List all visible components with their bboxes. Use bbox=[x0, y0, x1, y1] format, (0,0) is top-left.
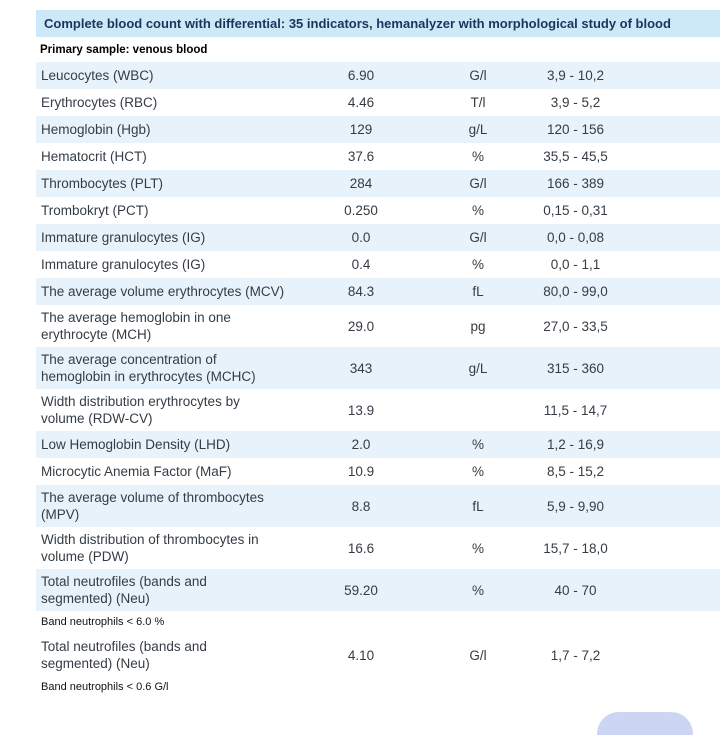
test-unit-cell: % bbox=[471, 257, 484, 272]
test-value-cell: 2.0 bbox=[351, 437, 371, 452]
test-value-cell: 4.46 bbox=[347, 95, 375, 110]
table-row: Trombokryt (PCT) 0.250 % 0,15 - 0,31 bbox=[36, 197, 720, 224]
test-unit-cell: % bbox=[471, 437, 484, 452]
test-value-cell: 0.0 bbox=[351, 230, 371, 245]
test-value-cell: 10.9 bbox=[347, 464, 375, 479]
test-name-cell: Hematocrit (HCT) bbox=[41, 149, 147, 164]
test-value-cell: 13.9 bbox=[347, 402, 375, 418]
test-value-cell: 59.20 bbox=[344, 582, 378, 598]
test-unit-cell: % bbox=[471, 203, 484, 218]
chat-widget-bubble[interactable] bbox=[597, 712, 693, 735]
table-row: Hematocrit (HCT) 37.6 % 35,5 - 45,5 bbox=[36, 143, 720, 170]
test-range-cell: 0,15 - 0,31 bbox=[543, 203, 608, 218]
table-row: Microcytic Anemia Factor (MaF) 10.9 % 8,… bbox=[36, 458, 720, 485]
test-unit-cell: fL bbox=[472, 498, 484, 514]
table-row: Immature granulocytes (IG) 0.4 % 0,0 - 1… bbox=[36, 251, 720, 278]
results-table-body: Leucocytes (WBC) 6.90 G/l 3,9 - 10,2 Ery… bbox=[36, 62, 720, 699]
table-row: Width distribution erythrocytes by volum… bbox=[36, 389, 720, 431]
test-value-cell: 0.250 bbox=[344, 203, 378, 218]
test-name-cell: Total neutrofiles (bands and segmented) … bbox=[41, 639, 207, 671]
test-unit-cell: G/l bbox=[469, 230, 487, 245]
test-range-cell: 5,9 - 9,90 bbox=[546, 498, 605, 514]
test-name-cell: The average volume of thrombocytes (MPV) bbox=[41, 490, 264, 522]
test-unit-cell: g/L bbox=[468, 122, 488, 137]
test-range-cell: 166 - 389 bbox=[546, 176, 605, 191]
test-unit-cell: fL bbox=[472, 284, 484, 299]
test-value-cell: 84.3 bbox=[347, 284, 375, 299]
test-value-cell: 8.8 bbox=[351, 498, 371, 514]
test-range-cell: 27,0 - 33,5 bbox=[543, 318, 608, 334]
test-range-cell: 120 - 156 bbox=[546, 122, 605, 137]
test-unit-cell: G/l bbox=[469, 647, 487, 663]
table-row: Thrombocytes (PLT) 284 G/l 166 - 389 bbox=[36, 170, 720, 197]
test-value-cell: 129 bbox=[349, 122, 373, 137]
test-name-cell: Width distribution of thrombocytes in vo… bbox=[41, 532, 259, 564]
test-name-cell: Hemoglobin (Hgb) bbox=[41, 122, 151, 137]
note-row: Band neutrophils < 0.6 G/l bbox=[41, 681, 169, 693]
test-value-cell: 16.6 bbox=[347, 540, 375, 556]
test-range-cell: 8,5 - 15,2 bbox=[546, 464, 605, 479]
test-name-cell: Immature granulocytes (IG) bbox=[41, 257, 206, 272]
test-range-cell: 80,0 - 99,0 bbox=[543, 284, 608, 299]
primary-sample-label: Primary sample: venous blood bbox=[40, 44, 208, 56]
table-row: Low Hemoglobin Density (LHD) 2.0 % 1,2 -… bbox=[36, 431, 720, 458]
test-range-cell: 11,5 - 14,7 bbox=[543, 402, 608, 418]
test-range-cell: 0,0 - 1,1 bbox=[550, 257, 601, 272]
test-name-cell: Immature granulocytes (IG) bbox=[41, 230, 206, 245]
test-name-cell: Low Hemoglobin Density (LHD) bbox=[41, 437, 231, 452]
test-name-cell: Total neutrofiles (bands and segmented) … bbox=[41, 574, 207, 606]
test-name-cell: Trombokryt (PCT) bbox=[41, 203, 149, 218]
table-row: Immature granulocytes (IG) 0.0 G/l 0,0 -… bbox=[36, 224, 720, 251]
table-row: Leucocytes (WBC) 6.90 G/l 3,9 - 10,2 bbox=[36, 62, 720, 89]
test-name-cell: Erythrocytes (RBC) bbox=[41, 95, 158, 110]
test-unit-cell: G/l bbox=[469, 176, 487, 191]
test-unit-cell: % bbox=[471, 540, 484, 556]
test-range-cell: 1,7 - 7,2 bbox=[550, 647, 601, 663]
table-row: Total neutrofiles (bands and segmented) … bbox=[36, 569, 720, 611]
test-range-cell: 15,7 - 18,0 bbox=[543, 540, 608, 556]
test-range-cell: 315 - 360 bbox=[546, 360, 605, 376]
table-row: Hemoglobin (Hgb) 129 g/L 120 - 156 bbox=[36, 116, 720, 143]
test-name-cell: The average volume erythrocytes (MCV) bbox=[41, 284, 285, 299]
table-row: The average volume erythrocytes (MCV) 84… bbox=[36, 278, 720, 305]
test-value-cell: 284 bbox=[349, 176, 373, 191]
test-value-cell: 343 bbox=[349, 360, 373, 376]
test-value-cell: 37.6 bbox=[347, 149, 375, 164]
table-row: The average hemoglobin in one erythrocyt… bbox=[36, 305, 720, 347]
report-page: Complete blood count with differential: … bbox=[36, 10, 720, 699]
test-range-cell: 3,9 - 5,2 bbox=[550, 95, 601, 110]
report-title-bar: Complete blood count with differential: … bbox=[36, 10, 720, 37]
test-name-cell: Leucocytes (WBC) bbox=[41, 68, 154, 83]
test-range-cell: 40 - 70 bbox=[554, 582, 597, 598]
table-row: Total neutrofiles (bands and segmented) … bbox=[36, 634, 720, 676]
test-unit-cell: pg bbox=[470, 318, 486, 334]
test-unit-cell: T/l bbox=[470, 95, 486, 110]
test-unit-cell: % bbox=[471, 149, 484, 164]
test-range-cell: 1,2 - 16,9 bbox=[546, 437, 605, 452]
note-row: Band neutrophils < 6.0 % bbox=[41, 616, 165, 628]
test-value-cell: 0.4 bbox=[351, 257, 371, 272]
test-name-cell: The average concentration of hemoglobin … bbox=[41, 352, 256, 384]
test-value-cell: 6.90 bbox=[347, 68, 375, 83]
test-name-cell: Width distribution erythrocytes by volum… bbox=[41, 394, 240, 426]
table-row: Width distribution of thrombocytes in vo… bbox=[36, 527, 720, 569]
test-unit-cell: g/L bbox=[468, 360, 488, 376]
table-row: Erythrocytes (RBC) 4.46 T/l 3,9 - 5,2 bbox=[36, 89, 720, 116]
test-range-cell: 35,5 - 45,5 bbox=[543, 149, 608, 164]
test-range-cell: 3,9 - 10,2 bbox=[546, 68, 605, 83]
test-name-cell: Microcytic Anemia Factor (MaF) bbox=[41, 464, 232, 479]
table-row: The average concentration of hemoglobin … bbox=[36, 347, 720, 389]
test-name-cell: The average hemoglobin in one erythrocyt… bbox=[41, 310, 231, 342]
test-range-cell: 0,0 - 0,08 bbox=[546, 230, 605, 245]
test-name-cell: Thrombocytes (PLT) bbox=[41, 176, 164, 191]
test-unit-cell: % bbox=[471, 464, 484, 479]
table-row: The average volume of thrombocytes (MPV)… bbox=[36, 485, 720, 527]
test-value-cell: 29.0 bbox=[347, 318, 375, 334]
test-unit-cell: % bbox=[471, 582, 484, 598]
test-value-cell: 4.10 bbox=[347, 647, 375, 663]
report-title: Complete blood count with differential: … bbox=[44, 16, 671, 31]
test-unit-cell: G/l bbox=[469, 68, 487, 83]
